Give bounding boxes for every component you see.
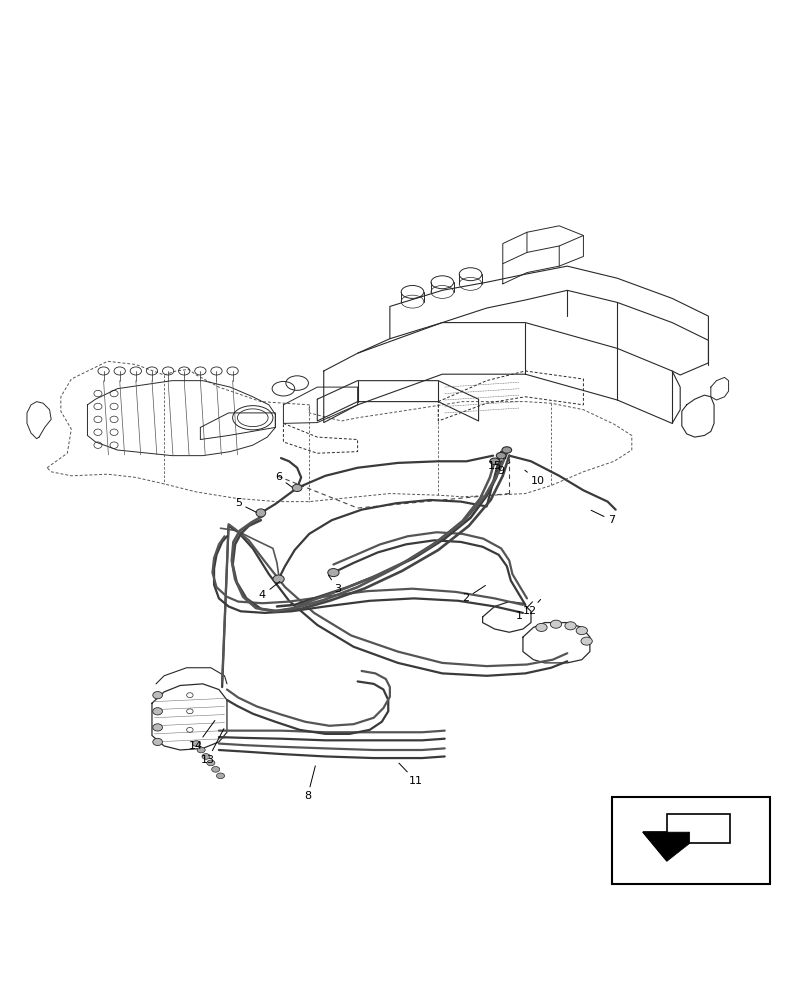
Ellipse shape xyxy=(564,622,576,630)
Text: 13: 13 xyxy=(200,729,224,765)
Text: 11: 11 xyxy=(398,763,423,786)
Text: 6: 6 xyxy=(275,472,292,487)
Bar xyxy=(611,797,769,884)
Ellipse shape xyxy=(202,754,210,759)
Ellipse shape xyxy=(328,569,339,577)
Text: 9: 9 xyxy=(497,462,509,476)
Ellipse shape xyxy=(581,637,591,645)
Ellipse shape xyxy=(272,575,284,583)
Ellipse shape xyxy=(496,452,505,459)
Text: 5: 5 xyxy=(234,498,256,512)
Ellipse shape xyxy=(255,509,265,517)
Ellipse shape xyxy=(550,620,561,628)
Ellipse shape xyxy=(489,458,499,465)
Ellipse shape xyxy=(192,741,200,746)
Ellipse shape xyxy=(152,692,162,699)
Polygon shape xyxy=(642,832,689,861)
Ellipse shape xyxy=(152,708,162,715)
Ellipse shape xyxy=(292,484,302,492)
Ellipse shape xyxy=(217,773,225,779)
Text: 15: 15 xyxy=(487,458,505,471)
Ellipse shape xyxy=(576,627,586,635)
Text: 7: 7 xyxy=(590,510,615,525)
Text: 8: 8 xyxy=(303,766,315,801)
Polygon shape xyxy=(642,814,729,861)
Text: 10: 10 xyxy=(524,470,544,486)
Text: 14: 14 xyxy=(189,720,215,751)
Ellipse shape xyxy=(212,767,220,772)
Ellipse shape xyxy=(535,623,547,631)
Text: 1: 1 xyxy=(515,602,532,621)
Ellipse shape xyxy=(152,724,162,731)
Text: 3: 3 xyxy=(328,575,341,594)
Ellipse shape xyxy=(207,760,215,766)
Ellipse shape xyxy=(152,738,162,746)
Ellipse shape xyxy=(197,747,205,753)
Text: 2: 2 xyxy=(461,585,485,603)
Text: 4: 4 xyxy=(259,582,280,600)
Ellipse shape xyxy=(501,447,511,453)
Text: 12: 12 xyxy=(522,599,540,616)
